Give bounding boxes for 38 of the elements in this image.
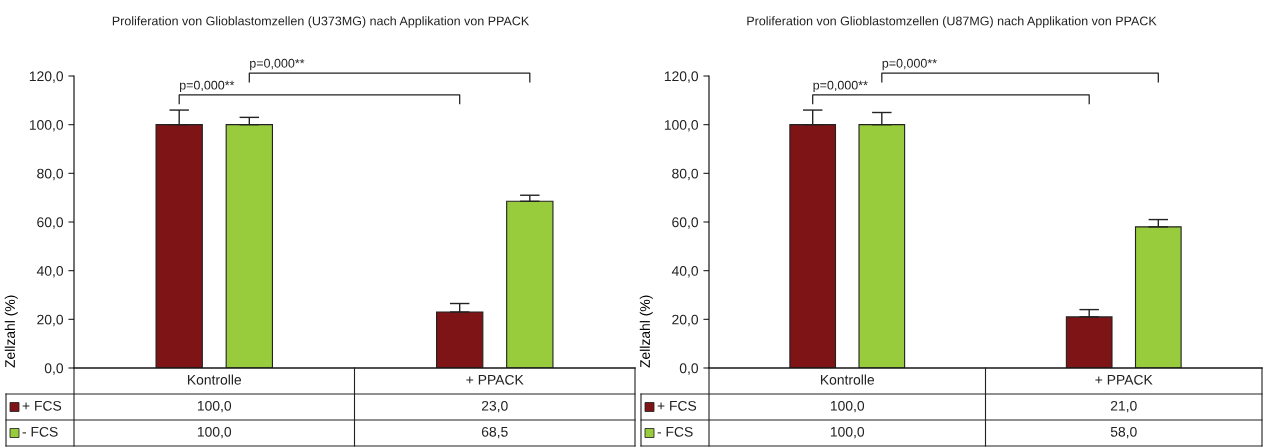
data-label: 68,5 [481,426,508,439]
data-label: 100,0 [197,400,232,413]
data-label: 21,0 [1110,400,1137,413]
legend-label: + FCS [657,400,697,411]
x-tick-label: + PPACK [1095,374,1153,385]
y-axis-title: Zellzahl (%) [4,295,18,368]
y-tick-label: 120,0 [29,71,64,83]
y-tick-label: 80,0 [672,168,699,181]
text: p=0,000** [882,58,937,71]
legend-label: - FCS [22,426,58,437]
y-tick-label: 100,0 [29,120,64,132]
x-tick-label: Kontrolle [820,374,875,385]
legend-label: + FCS [22,400,62,411]
y-axis-title: Zellzahl (%) [639,295,653,368]
text: p=0,000** [250,58,305,71]
y-tick-label: 80,0 [37,168,64,181]
data-label: 100,0 [830,426,865,439]
annotation: p=0,000** [179,80,235,93]
y-tick-label: 40,0 [671,266,699,278]
y-tick-label: 0,0 [679,363,699,375]
legend-label: - FCS [657,426,693,437]
y-tick-label: 40,0 [36,266,64,278]
data-label: 100,0 [197,426,232,439]
chart-title: Proliferation von Glioblastomzellen (U87MG) nach Applikation von PPACK [747,16,1157,28]
data-label: 58,0 [1110,426,1137,439]
y-tick-label: 100,0 [664,120,699,132]
x-tick-label: Kontrolle [187,374,242,385]
chart-title: Proliferation von Glioblastomzellen (U373MG) nach Applikation von PPACK [112,16,530,28]
annotation: p=0,000** [813,80,868,93]
y-tick-label: 60,0 [672,217,699,229]
data-label: 23,0 [481,400,508,413]
y-tick-label: 20,0 [672,314,699,327]
y-tick-label: 20,0 [37,314,64,327]
y-tick-label: 120,0 [664,71,699,83]
x-tick-label: + PPACK [466,374,524,385]
y-tick-label: 60,0 [37,217,64,229]
y-tick-label: 0,0 [44,363,64,375]
data-label: 100,0 [830,400,865,413]
